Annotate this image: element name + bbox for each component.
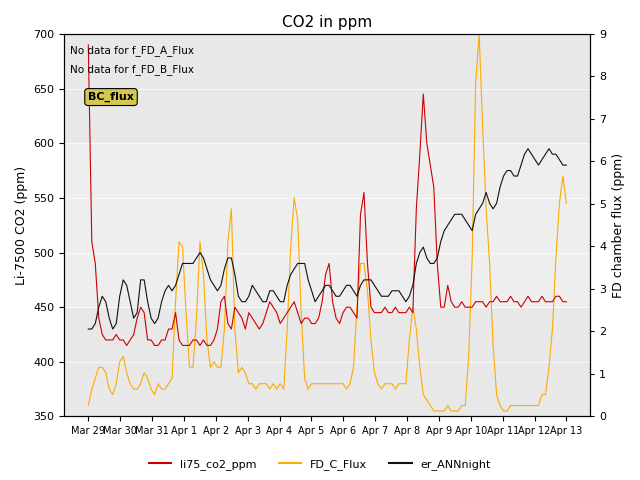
- Text: No data for f_FD_A_Flux: No data for f_FD_A_Flux: [70, 46, 194, 56]
- Y-axis label: FD chamber flux (ppm): FD chamber flux (ppm): [612, 153, 625, 298]
- Y-axis label: Li-7500 CO2 (ppm): Li-7500 CO2 (ppm): [15, 166, 28, 285]
- Text: No data for f_FD_B_Flux: No data for f_FD_B_Flux: [70, 64, 194, 75]
- Title: CO2 in ppm: CO2 in ppm: [282, 15, 372, 30]
- Bar: [65, 143, 590, 307]
- Text: BC_flux: BC_flux: [88, 92, 134, 102]
- Legend: li75_co2_ppm, FD_C_Flux, er_ANNnight: li75_co2_ppm, FD_C_Flux, er_ANNnight: [145, 455, 495, 474]
